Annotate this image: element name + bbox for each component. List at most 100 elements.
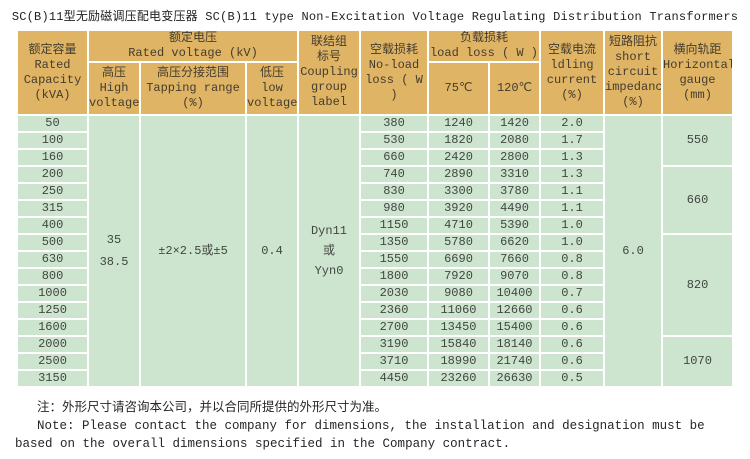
table-row: 2000 3190 15840 18140 0.6 1070: [16, 335, 734, 388]
cell-capacity: 3150: [16, 369, 89, 388]
cell-capacity: 200: [16, 165, 89, 184]
cell-loss-120: 3310: [488, 165, 541, 184]
col-header-low-voltage: 低压 low voltage: [245, 61, 299, 116]
cell-no-load-loss: 1550: [359, 250, 429, 269]
cell-no-load-loss: 980: [359, 199, 429, 218]
header-row-2: 高压 High voltage 高压分接范围 Tapping range (%)…: [17, 61, 733, 116]
cell-idling: 1.3: [539, 165, 605, 184]
cell-no-load-loss: 4450: [359, 369, 429, 388]
col-header-75c: 75℃: [427, 61, 490, 116]
cell-loss-120: 2080: [488, 131, 541, 150]
cell-loss-120: 2800: [488, 148, 541, 167]
cell-idling: 1.7: [539, 131, 605, 150]
cell-no-load-loss: 380: [359, 114, 429, 133]
cell-capacity: 800: [16, 267, 89, 286]
col-header-no-load-loss: 空载损耗 No-load loss ( W ): [359, 29, 429, 116]
cell-loss-120: 6620: [488, 233, 541, 252]
table-row: 100 530 1820 2080 1.7: [16, 131, 733, 150]
cell-no-load-loss: 830: [359, 182, 429, 201]
cell-loss-120: 7660: [488, 250, 541, 269]
cell-capacity: 315: [16, 199, 89, 218]
cell-loss-75: 1240: [427, 114, 490, 133]
cell-loss-120: 3780: [488, 182, 541, 201]
cell-idling: 0.8: [539, 267, 605, 286]
table-row: 1000 2030 9080 10400 0.7: [16, 284, 733, 303]
cell-loss-120: 26630: [488, 369, 541, 388]
table-row: 250 830 3300 3780 1.1: [16, 182, 733, 201]
cell-capacity: 100: [16, 131, 89, 150]
table-row: 3150 4450 23260 26630 0.5: [16, 369, 733, 388]
cell-loss-75: 9080: [427, 284, 490, 303]
cell-gauge-820: 820: [661, 233, 734, 337]
table-row: 400 1150 4710 5390 1.0: [16, 216, 733, 235]
cell-loss-75: 1820: [427, 131, 490, 150]
footnotes: 注：外形尺寸请咨询本公司，并以合同所提供的外形尺寸为准。 Note: Pleas…: [15, 399, 735, 453]
cell-no-load-loss: 2360: [359, 301, 429, 320]
col-header-tapping-range: 高压分接范围 Tapping range (%): [139, 61, 247, 116]
cell-idling: 1.1: [539, 199, 605, 218]
cell-capacity: 1600: [16, 318, 89, 337]
col-header-capacity: 额定容量 Rated Capacity (kVA): [16, 29, 89, 116]
cell-no-load-loss: 660: [359, 148, 429, 167]
cell-loss-75: 2420: [427, 148, 490, 167]
transformer-spec-table: 额定容量 Rated Capacity (kVA) 额定电压 Rated vol…: [16, 29, 734, 388]
cell-loss-75: 3300: [427, 182, 490, 201]
col-header-impedance: 短路阻抗 short circuit impedance (%): [603, 29, 663, 116]
col-header-120c: 120℃: [488, 61, 541, 116]
cell-capacity: 2000: [16, 335, 89, 354]
cell-idling: 0.7: [539, 284, 605, 303]
cell-loss-120: 1420: [488, 114, 541, 133]
cell-idling: 1.1: [539, 182, 605, 201]
cell-loss-75: 2890: [427, 165, 490, 184]
cell-loss-120: 18140: [488, 335, 541, 354]
cell-idling: 1.3: [539, 148, 605, 167]
note-chinese: 注：外形尺寸请咨询本公司，并以合同所提供的外形尺寸为准。: [37, 401, 388, 415]
table-row: 500 1350 5780 6620 1.0 820: [16, 233, 734, 337]
cell-coupling-merged: Dyn11 或 Yyn0: [297, 114, 361, 388]
cell-idling: 1.0: [539, 233, 605, 252]
cell-loss-120: 21740: [488, 352, 541, 371]
cell-capacity: 2500: [16, 352, 89, 371]
cell-no-load-loss: 2030: [359, 284, 429, 303]
page-title: SC(B)11型无励磁调压配电变压器 SC(B)11 type Non-Exci…: [11, 10, 739, 24]
cell-capacity: 630: [16, 250, 89, 269]
cell-idling: 0.6: [539, 352, 605, 371]
col-header-rated-voltage: 额定电压 Rated voltage (kV): [87, 29, 299, 63]
table-row: 315 980 3920 4490 1.1: [16, 199, 733, 218]
cell-loss-75: 15840: [427, 335, 490, 354]
table-row: 630 1550 6690 7660 0.8: [16, 250, 733, 269]
cell-loss-75: 18990: [427, 352, 490, 371]
table-row: 1600 2700 13450 15400 0.6: [16, 318, 733, 337]
cell-loss-75: 23260: [427, 369, 490, 388]
cell-gauge-1070: 1070: [661, 335, 734, 388]
cell-loss-120: 5390: [488, 216, 541, 235]
cell-loss-120: 10400: [488, 284, 541, 303]
table-row: 160 660 2420 2800 1.3: [16, 148, 733, 167]
cell-loss-75: 11060: [427, 301, 490, 320]
header-row-1: 额定容量 Rated Capacity (kVA) 额定电压 Rated vol…: [16, 29, 734, 116]
cell-capacity: 1250: [16, 301, 89, 320]
cell-loss-75: 13450: [427, 318, 490, 337]
cell-idling: 0.6: [539, 335, 605, 354]
cell-idling: 0.6: [539, 301, 605, 320]
cell-high-voltage-merged: 35 38.5: [87, 114, 141, 388]
cell-no-load-loss: 1350: [359, 233, 429, 252]
table-row: 50 35 38.5 ±2×2.5或±5 0.4 Dyn11 或 Yyn0 38…: [16, 114, 734, 388]
table-row: 800 1800 7920 9070 0.8: [16, 267, 733, 286]
cell-loss-120: 4490: [488, 199, 541, 218]
cell-no-load-loss: 3190: [359, 335, 429, 354]
col-header-gauge: 横向轨距 Horizontal gauge (mm): [661, 29, 734, 116]
cell-low-voltage-merged: 0.4: [245, 114, 299, 388]
cell-capacity: 160: [16, 148, 89, 167]
cell-idling: 0.5: [539, 369, 605, 388]
cell-capacity: 500: [16, 233, 89, 252]
cell-loss-75: 5780: [427, 233, 490, 252]
cell-capacity: 1000: [16, 284, 89, 303]
cell-no-load-loss: 530: [359, 131, 429, 150]
cell-no-load-loss: 2700: [359, 318, 429, 337]
cell-gauge-660: 660: [661, 165, 734, 235]
col-header-idling-current: 空载电流 ldling current (%): [539, 29, 605, 116]
cell-no-load-loss: 1800: [359, 267, 429, 286]
cell-loss-120: 9070: [488, 267, 541, 286]
table-row: 200 740 2890 3310 1.3 660: [16, 165, 734, 235]
